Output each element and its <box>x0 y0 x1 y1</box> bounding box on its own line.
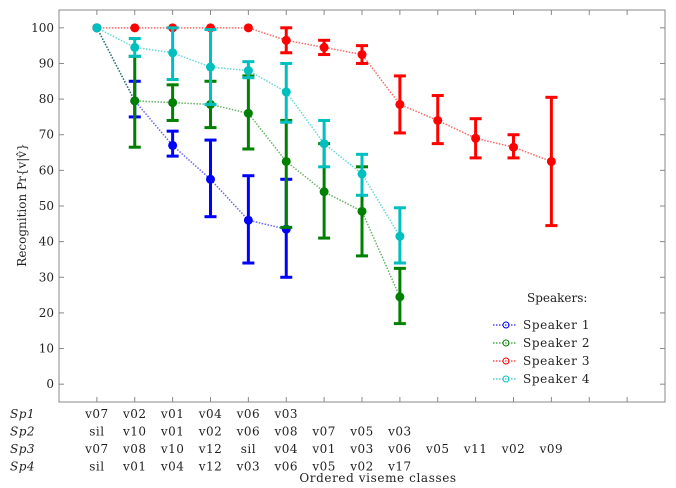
data-point <box>92 23 102 33</box>
y-tick-label: 80 <box>39 92 54 106</box>
data-point <box>206 174 215 184</box>
legend-marker <box>502 339 510 347</box>
viseme-class-label: v02 <box>198 425 223 439</box>
data-point <box>319 42 329 52</box>
viseme-class-label: v02 <box>501 442 526 456</box>
viseme-class-label: sil <box>241 442 256 456</box>
y-tick-label: 90 <box>39 56 54 70</box>
data-point <box>281 87 291 97</box>
data-point <box>243 215 253 225</box>
viseme-class-label: v05 <box>425 442 450 456</box>
data-point <box>433 115 443 125</box>
series-line <box>96 27 287 230</box>
legend-marker <box>502 375 510 383</box>
viseme-class-label: v07 <box>84 442 109 456</box>
viseme-class-label: v06 <box>236 425 261 439</box>
viseme-class-label: v06 <box>387 442 412 456</box>
viseme-class-label: v05 <box>311 460 336 474</box>
legend-title: Speakers: <box>527 291 587 305</box>
legend-entry: Speaker 1 <box>523 318 590 332</box>
legend: Speakers: Speaker 1 Speaker 2 Speaker 3 Spe… <box>493 291 590 386</box>
viseme-class-label: v01 <box>160 425 185 439</box>
data-point <box>319 139 329 149</box>
viseme-class-label: v12 <box>198 460 223 474</box>
data-point <box>168 98 178 108</box>
viseme-class-label: v08 <box>273 425 298 439</box>
viseme-class-label: v03 <box>349 442 374 456</box>
data-point <box>281 35 291 45</box>
data-point <box>357 50 367 60</box>
row-label: Sp3 <box>10 442 35 456</box>
viseme-class-label: v04 <box>273 442 298 456</box>
row-label: Sp4 <box>10 460 35 474</box>
y-tick-label: 70 <box>39 128 54 142</box>
viseme-class-label: sil <box>89 460 104 474</box>
y-tick-label: 40 <box>39 235 54 249</box>
series-4 <box>92 23 406 265</box>
viseme-class-label: v07 <box>311 425 336 439</box>
data-point <box>319 187 329 197</box>
data-point <box>395 99 405 109</box>
y-tick-label: 0 <box>46 377 54 391</box>
data-point <box>130 23 140 33</box>
viseme-class-label: v09 <box>539 442 564 456</box>
viseme-class-label: v06 <box>236 407 261 421</box>
y-tick-label: 50 <box>39 199 54 213</box>
legend-marker <box>502 321 510 329</box>
legend-entry: Speaker 2 <box>523 336 590 350</box>
legend-entry: Speaker 3 <box>523 354 590 368</box>
viseme-class-label: v02 <box>349 460 374 474</box>
viseme-class-label: v12 <box>198 442 223 456</box>
legend-entry: Speaker 4 <box>523 372 590 386</box>
viseme-class-label: v04 <box>198 407 223 421</box>
data-point <box>168 140 178 150</box>
data-point <box>395 231 405 241</box>
data-point <box>395 292 405 302</box>
data-point <box>130 96 140 106</box>
viseme-class-label: v17 <box>387 460 412 474</box>
y-tick-label: 30 <box>39 270 54 284</box>
viseme-class-label: v01 <box>122 460 147 474</box>
viseme-class-label: v05 <box>349 425 374 439</box>
data-point <box>281 156 291 166</box>
y-tick-label: 60 <box>39 163 54 177</box>
viseme-class-label: v03 <box>387 425 412 439</box>
viseme-class-label: v01 <box>311 442 336 456</box>
viseme-class-label: v10 <box>122 425 147 439</box>
viseme-class-label: v01 <box>160 407 185 421</box>
data-point <box>130 42 140 52</box>
data-point <box>357 169 367 179</box>
row-label: Sp2 <box>10 425 35 439</box>
viseme-class-label: v06 <box>273 460 298 474</box>
viseme-class-label: v10 <box>160 442 185 456</box>
legend-marker <box>502 357 510 365</box>
data-point <box>509 142 518 152</box>
viseme-class-label: v03 <box>273 407 298 421</box>
y-tick-label: 10 <box>39 342 54 356</box>
y-axis-label: Recognition Pr{v|v̂} <box>15 143 29 266</box>
data-point <box>471 133 481 143</box>
row-label: Sp1 <box>10 407 35 421</box>
data-point <box>243 23 253 33</box>
series-1 <box>92 23 293 279</box>
viseme-class-label: v04 <box>160 460 185 474</box>
x-axis-label: Ordered viseme classes <box>299 471 456 484</box>
data-point <box>357 206 367 216</box>
data-point <box>206 62 215 72</box>
data-point <box>168 48 178 58</box>
viseme-class-label: sil <box>89 425 104 439</box>
data-point <box>546 156 556 166</box>
viseme-class-label: v02 <box>122 407 147 421</box>
viseme-class-label: v11 <box>463 442 488 456</box>
y-tick-label: 100 <box>31 21 54 35</box>
data-point <box>243 108 253 118</box>
y-tick-label: 20 <box>39 306 54 320</box>
viseme-class-label: v07 <box>84 407 109 421</box>
data-point <box>243 66 253 76</box>
viseme-class-label: v08 <box>122 442 147 456</box>
viseme-class-label: v03 <box>236 460 261 474</box>
